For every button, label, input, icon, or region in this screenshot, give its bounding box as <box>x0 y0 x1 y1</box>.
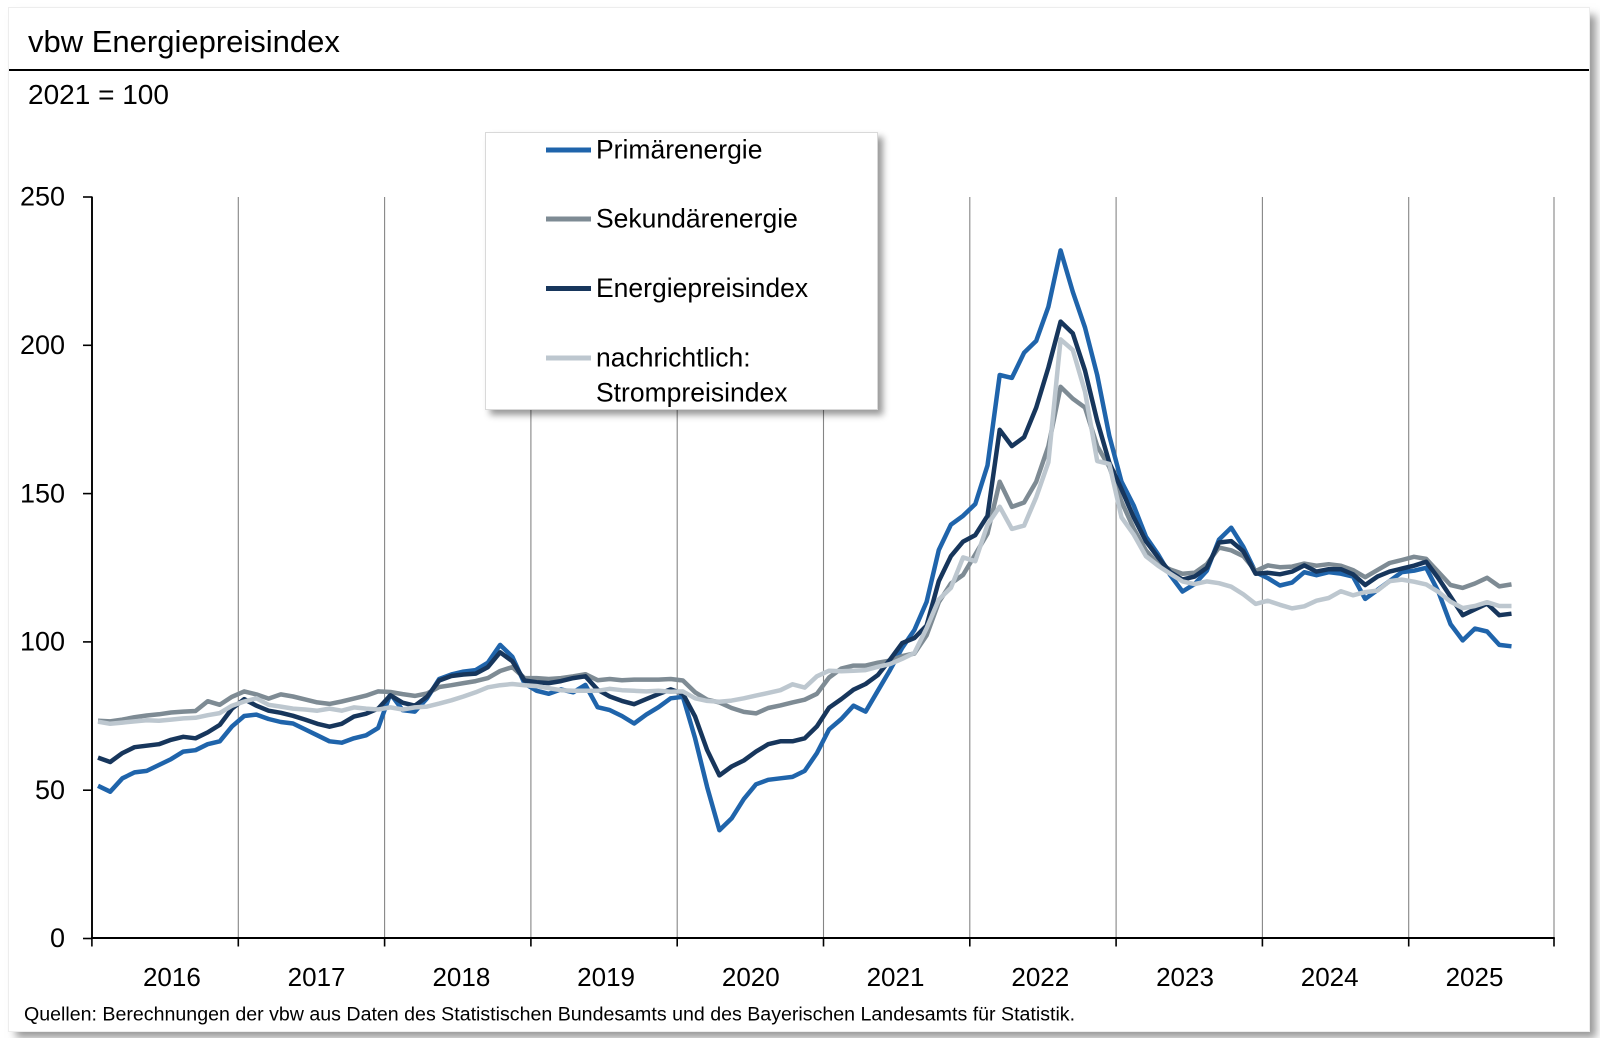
svg-text:2019: 2019 <box>577 962 635 992</box>
svg-text:Strompreisindex: Strompreisindex <box>596 378 787 408</box>
svg-text:250: 250 <box>20 182 65 212</box>
svg-text:2021 = 100: 2021 = 100 <box>28 79 169 110</box>
svg-text:Energiepreisindex: Energiepreisindex <box>596 273 808 303</box>
svg-text:vbw Energiepreisindex: vbw Energiepreisindex <box>28 24 340 59</box>
svg-text:2025: 2025 <box>1446 962 1504 992</box>
svg-text:100: 100 <box>20 627 65 657</box>
svg-text:2016: 2016 <box>143 962 201 992</box>
svg-text:Quellen: Berechnungen der vbw: Quellen: Berechnungen der vbw aus Daten … <box>24 1004 1075 1026</box>
svg-text:150: 150 <box>20 478 65 508</box>
svg-text:2020: 2020 <box>722 962 780 992</box>
svg-text:2022: 2022 <box>1011 962 1069 992</box>
svg-text:2017: 2017 <box>288 962 346 992</box>
svg-text:2018: 2018 <box>432 962 490 992</box>
svg-text:2023: 2023 <box>1156 962 1214 992</box>
svg-text:2021: 2021 <box>867 962 925 992</box>
svg-text:Primärenergie: Primärenergie <box>596 135 762 165</box>
svg-text:2024: 2024 <box>1301 962 1359 992</box>
svg-text:nachrichtlich:: nachrichtlich: <box>596 343 751 373</box>
svg-text:50: 50 <box>35 775 65 805</box>
svg-text:0: 0 <box>50 923 65 953</box>
svg-text:Sekundärenergie: Sekundärenergie <box>596 204 798 234</box>
svg-text:200: 200 <box>20 330 65 360</box>
